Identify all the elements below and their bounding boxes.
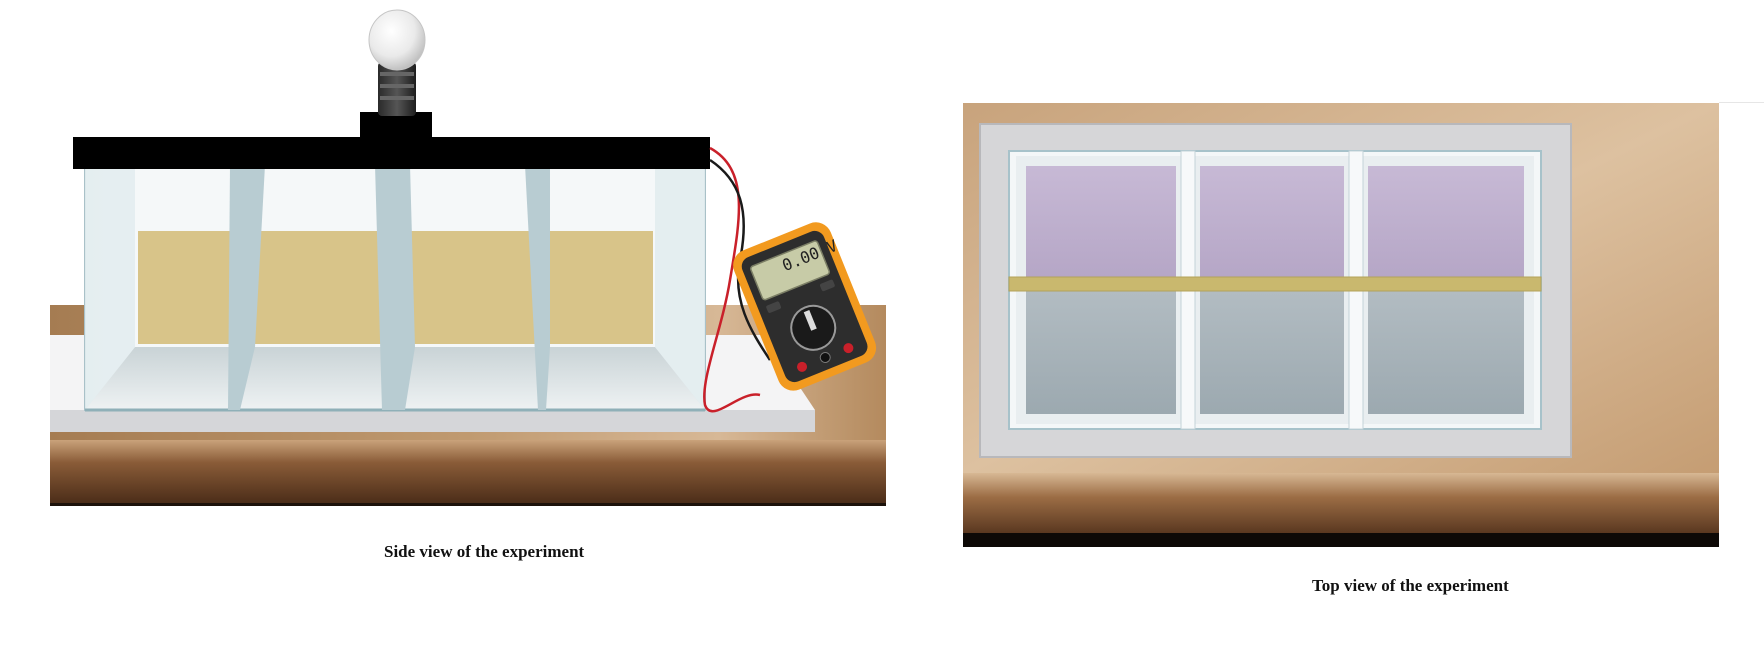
tank-lid [73,137,710,169]
compartment-1-top [1021,161,1181,279]
light-bulb-icon [368,9,426,116]
side-view-scene: 0.00 V [50,0,886,510]
compartment-3-top [1363,161,1529,279]
compartment-2-top [1195,161,1349,279]
top-view-scene [963,103,1719,547]
table-front-edge [963,473,1719,533]
multimeter-icon [733,222,877,391]
table-edge [50,440,886,504]
divider-line [1719,102,1764,103]
side-view-caption: Side view of the experiment [384,542,585,561]
divider-1 [228,165,265,410]
side-view-illustration [50,9,886,506]
compartment-3-bottom [1363,291,1529,419]
compartment-2-bottom [1195,291,1349,419]
membrane-strip [1008,276,1542,292]
compartment-1-bottom [1021,291,1181,419]
divider-2 [375,165,415,410]
top-view-caption: Top view of the experiment [1312,576,1509,595]
top-view-illustration [963,103,1719,547]
divider-3 [525,165,550,410]
